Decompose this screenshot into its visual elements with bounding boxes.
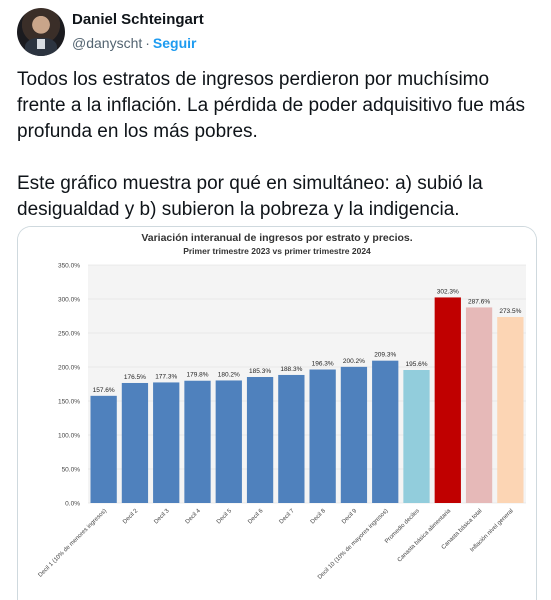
data-label: 176.5% [124, 374, 146, 381]
data-label: 209.3% [374, 352, 396, 359]
data-label: 180.2% [218, 371, 240, 378]
data-label: 273.5% [499, 308, 521, 315]
bars [90, 297, 524, 503]
bar [184, 380, 211, 503]
data-label: 157.6% [93, 387, 115, 394]
data-label: 195.6% [405, 361, 427, 368]
y-axis-ticks: 0.0% 50.0% 100.0% 150.0% 200.0% 250.0% 300.0% 3… [58, 262, 80, 507]
data-label: 302.3% [437, 288, 459, 295]
bar-chart: Variación interanual de ingresos por est… [18, 227, 536, 600]
y-tick-label: 300.0% [58, 296, 80, 303]
data-label: 188.3% [280, 366, 302, 373]
bar [215, 380, 242, 503]
y-tick-label: 150.0% [58, 398, 80, 405]
y-tick-label: 50.0% [62, 466, 81, 473]
bar [153, 382, 180, 503]
follow-button[interactable]: Seguir [152, 35, 197, 51]
chart-subtitle: Primer trimestre 2023 vs primer trimestr… [183, 246, 371, 256]
avatar-collar [37, 39, 45, 49]
bar [497, 317, 524, 503]
bar [90, 395, 117, 503]
author-handle-row: @danyscht · Seguir [72, 35, 197, 51]
bar [465, 307, 493, 503]
bar [434, 297, 461, 503]
author-name[interactable]: Daniel Schteingart [72, 11, 204, 28]
y-tick-label: 100.0% [58, 432, 80, 439]
bar [246, 376, 274, 503]
y-tick-label: 0.0% [65, 500, 80, 507]
author-avatar[interactable] [17, 8, 65, 56]
bar [403, 369, 430, 503]
author-handle[interactable]: @danyscht [72, 35, 143, 51]
chart-title: Variación interanual de ingresos por est… [141, 232, 412, 244]
data-labels: 157.6% 176.5% 177.3% 179.8% 180.2% 185.3% 188.… [93, 288, 522, 393]
data-label: 177.3% [155, 373, 177, 380]
y-tick-label: 350.0% [58, 262, 80, 269]
data-label: 196.3% [312, 361, 334, 368]
bar [340, 366, 368, 503]
data-label: 287.6% [468, 298, 490, 305]
bar [372, 360, 399, 503]
chart-image[interactable]: Variación interanual de ingresos por est… [17, 226, 537, 600]
bar [278, 374, 305, 503]
y-tick-label: 200.0% [58, 364, 80, 371]
y-tick-label: 250.0% [58, 330, 80, 337]
data-label: 200.2% [343, 358, 365, 365]
tweet-text: Todos los estratos de ingresos perdieron… [17, 69, 526, 220]
bar [121, 382, 149, 503]
data-label: 179.8% [186, 372, 208, 379]
separator-dot: · [145, 35, 150, 51]
bar [309, 369, 336, 503]
data-label: 185.3% [249, 368, 271, 375]
